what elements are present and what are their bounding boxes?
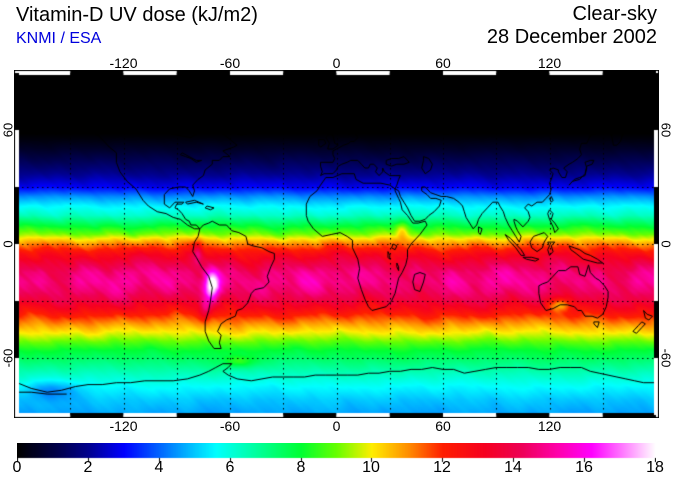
colorbar-tick-label: 6 <box>225 459 235 476</box>
colorbar-tick-label: 2 <box>83 459 93 476</box>
date-label: 28 December 2002 <box>486 26 657 48</box>
condition-label: Clear-sky <box>572 3 657 25</box>
lat-tick-label-right: 60 <box>658 122 674 138</box>
source-label: KNMI / ESA <box>16 30 102 47</box>
lon-tick-label-bottom: 60 <box>435 418 451 434</box>
page-title: Vitamin-D UV dose (kJ/m2) <box>16 4 258 26</box>
colorbar-canvas <box>17 443 656 463</box>
colorbar-tick-label: 8 <box>296 459 306 476</box>
lon-tick-label-bottom: 0 <box>332 418 341 434</box>
lat-tick-label-right: 0 <box>658 240 674 248</box>
lat-tick-label-left: -60 <box>0 348 16 368</box>
lat-tick-label-left: 0 <box>0 240 16 248</box>
lat-tick-label-left: 60 <box>0 122 16 138</box>
lon-tick-label-top: 60 <box>435 55 451 71</box>
lon-tick-label-top: -60 <box>219 55 241 71</box>
colorbar-tick-label: 16 <box>575 459 593 476</box>
world-map-canvas <box>14 70 659 418</box>
colorbar-tick-label: 18 <box>646 459 664 476</box>
lon-tick-label-top: 0 <box>332 55 341 71</box>
lon-tick-label-top: -120 <box>109 55 138 71</box>
colorbar-tick-label: 12 <box>433 459 451 476</box>
colorbar-tick-label: 0 <box>12 459 22 476</box>
lat-tick-label-right: -60 <box>658 348 674 368</box>
lon-tick-label-bottom: 120 <box>537 418 562 434</box>
colorbar-tick-label: 14 <box>504 459 522 476</box>
colorbar-tick-label: 4 <box>154 459 164 476</box>
lon-tick-label-top: 120 <box>537 55 562 71</box>
lon-tick-label-bottom: -120 <box>109 418 138 434</box>
colorbar-tick-label: 10 <box>362 459 380 476</box>
lon-tick-label-bottom: -60 <box>219 418 241 434</box>
